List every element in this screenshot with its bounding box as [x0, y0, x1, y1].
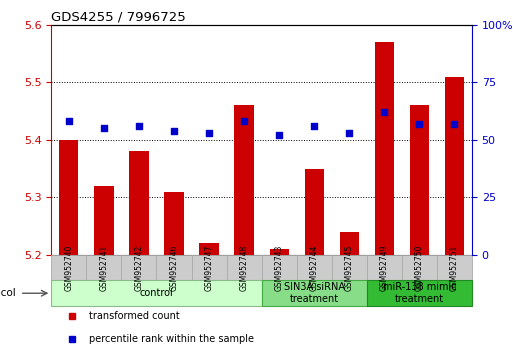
- Bar: [122, 255, 156, 280]
- Text: GSM952740: GSM952740: [64, 245, 73, 291]
- Bar: [367, 280, 472, 306]
- Point: [416, 121, 424, 126]
- Bar: [51, 255, 86, 280]
- Text: transformed count: transformed count: [89, 311, 180, 321]
- Text: GSM952743: GSM952743: [274, 245, 284, 291]
- Point: [170, 128, 178, 133]
- Bar: [94, 186, 113, 255]
- Text: GDS4255 / 7996725: GDS4255 / 7996725: [51, 11, 186, 24]
- Point: [310, 123, 318, 129]
- Bar: [410, 105, 429, 255]
- Bar: [305, 169, 324, 255]
- Bar: [200, 244, 219, 255]
- Text: GSM952745: GSM952745: [345, 245, 354, 291]
- Point: [380, 109, 388, 115]
- Bar: [234, 105, 254, 255]
- Bar: [402, 255, 437, 280]
- Point: [240, 119, 248, 124]
- Text: percentile rank within the sample: percentile rank within the sample: [89, 334, 254, 344]
- Text: GSM952750: GSM952750: [415, 245, 424, 291]
- Text: GSM952751: GSM952751: [450, 245, 459, 291]
- Text: GSM952748: GSM952748: [240, 245, 249, 291]
- Bar: [156, 255, 191, 280]
- Bar: [227, 255, 262, 280]
- Bar: [51, 280, 262, 306]
- Point: [100, 125, 108, 131]
- Bar: [262, 255, 297, 280]
- Bar: [340, 232, 359, 255]
- Bar: [332, 255, 367, 280]
- Text: control: control: [140, 288, 173, 298]
- Bar: [297, 255, 332, 280]
- Point: [275, 132, 283, 138]
- Bar: [262, 280, 367, 306]
- Bar: [191, 255, 227, 280]
- Text: GSM952742: GSM952742: [134, 245, 144, 291]
- Text: GSM952749: GSM952749: [380, 245, 389, 291]
- Point: [135, 123, 143, 129]
- Bar: [86, 255, 122, 280]
- Point: [205, 130, 213, 136]
- Bar: [269, 249, 289, 255]
- Bar: [367, 255, 402, 280]
- Point: [345, 130, 353, 136]
- Text: GSM952747: GSM952747: [205, 245, 213, 291]
- Point: [450, 121, 459, 126]
- Bar: [374, 42, 394, 255]
- Text: GSM952741: GSM952741: [100, 245, 108, 291]
- Text: SIN3A siRNA
treatment: SIN3A siRNA treatment: [284, 282, 345, 304]
- Bar: [129, 152, 149, 255]
- Text: protocol: protocol: [0, 288, 16, 298]
- Point: [65, 119, 73, 124]
- Text: miR-138 mimic
treatment: miR-138 mimic treatment: [383, 282, 456, 304]
- Bar: [445, 76, 464, 255]
- Bar: [164, 192, 184, 255]
- Text: GSM952744: GSM952744: [310, 245, 319, 291]
- Bar: [437, 255, 472, 280]
- Text: GSM952746: GSM952746: [169, 245, 179, 291]
- Bar: [59, 140, 78, 255]
